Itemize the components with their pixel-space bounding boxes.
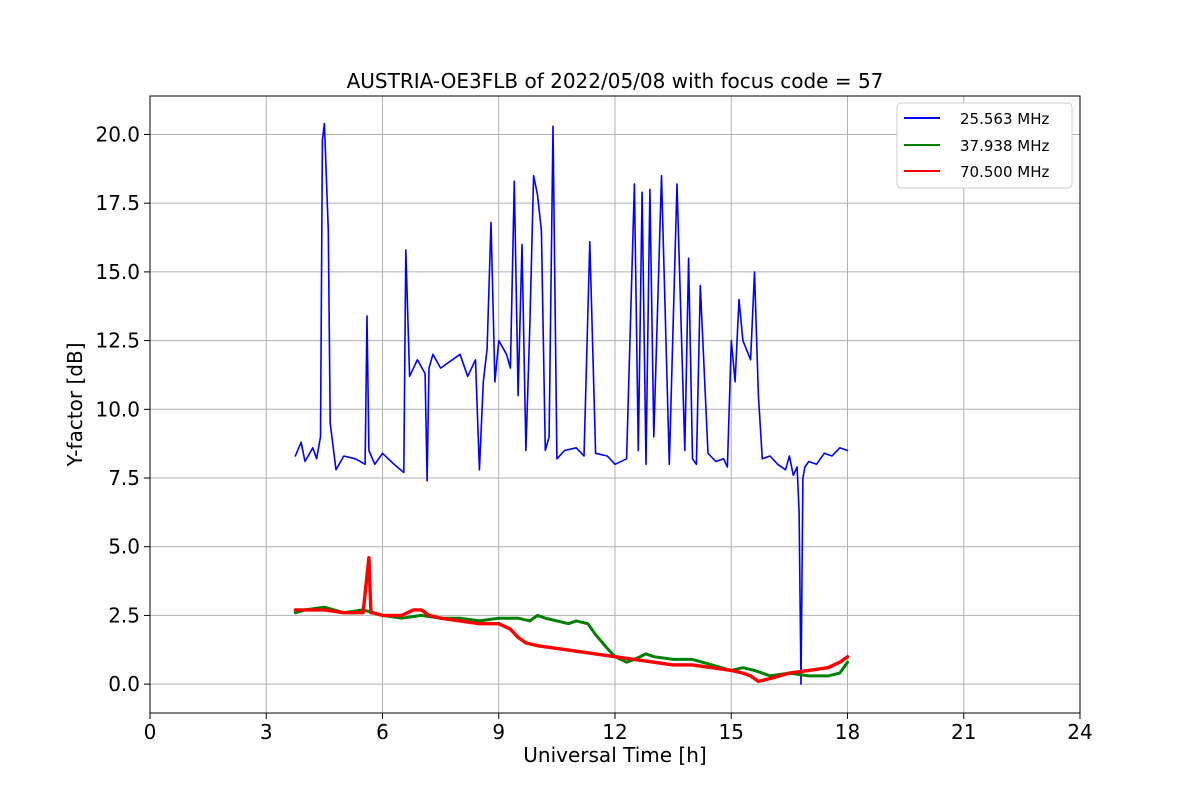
legend-label-37938: 37.938 MHz (960, 137, 1049, 155)
x-axis-label: Universal Time [h] (523, 743, 706, 767)
legend-label-70500: 70.500 MHz (960, 163, 1049, 181)
x-tick-label: 15 (719, 720, 744, 744)
chart-title: AUSTRIA-OE3FLB of 2022/05/08 with focus … (347, 69, 884, 93)
series-25563-mhz (294, 122, 849, 685)
y-axis-label: Y-factor [dB] (63, 342, 87, 467)
series-37938-mhz (293, 605, 849, 678)
y-tick-label: 0.0 (108, 672, 140, 696)
grid (149, 96, 1081, 713)
x-tick-label: 0 (144, 720, 157, 744)
series-70500-mhz (293, 556, 850, 684)
ticks: 0 3 6 9 12 15 18 21 24 0.0 2.5 5.0 7.5 10.0 12.5 15.0 17… (95, 122, 1092, 744)
legend-box (896, 102, 1073, 189)
series-layer (293, 122, 850, 685)
x-tick-label: 6 (376, 720, 389, 744)
x-tick-label: 21 (951, 720, 976, 744)
legend: 25.563 MHz 37.938 MHz 70.500 MHz (896, 102, 1073, 189)
y-tick-label: 10.0 (95, 397, 140, 421)
y-tick-label: 17.5 (95, 191, 140, 215)
legend-label-25563: 25.563 MHz (960, 110, 1049, 128)
x-tick-label: 3 (260, 720, 273, 744)
y-tick-label: 7.5 (108, 466, 140, 490)
y-tick-label: 12.5 (95, 329, 140, 353)
x-tick-label: 9 (492, 720, 505, 744)
y-tick-label: 15.0 (95, 260, 140, 284)
x-tick-label: 18 (835, 720, 860, 744)
y-tick-label: 5.0 (108, 535, 140, 559)
y-tick-label: 20.0 (95, 122, 140, 146)
y-tick-label: 2.5 (108, 603, 140, 627)
x-tick-label: 24 (1067, 720, 1092, 744)
x-tick-label: 12 (602, 720, 627, 744)
